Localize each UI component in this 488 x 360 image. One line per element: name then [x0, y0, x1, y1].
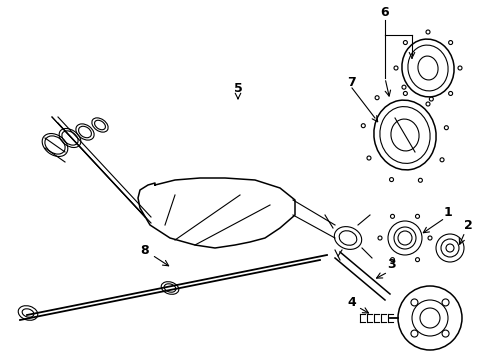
Text: 7: 7: [347, 76, 356, 89]
Text: 1: 1: [443, 206, 451, 219]
Text: 4: 4: [347, 296, 356, 309]
Text: 8: 8: [141, 243, 149, 256]
Text: 3: 3: [387, 258, 395, 271]
Text: 5: 5: [233, 81, 242, 95]
Polygon shape: [138, 178, 294, 248]
Text: 6: 6: [380, 5, 388, 18]
Text: 2: 2: [463, 219, 471, 231]
